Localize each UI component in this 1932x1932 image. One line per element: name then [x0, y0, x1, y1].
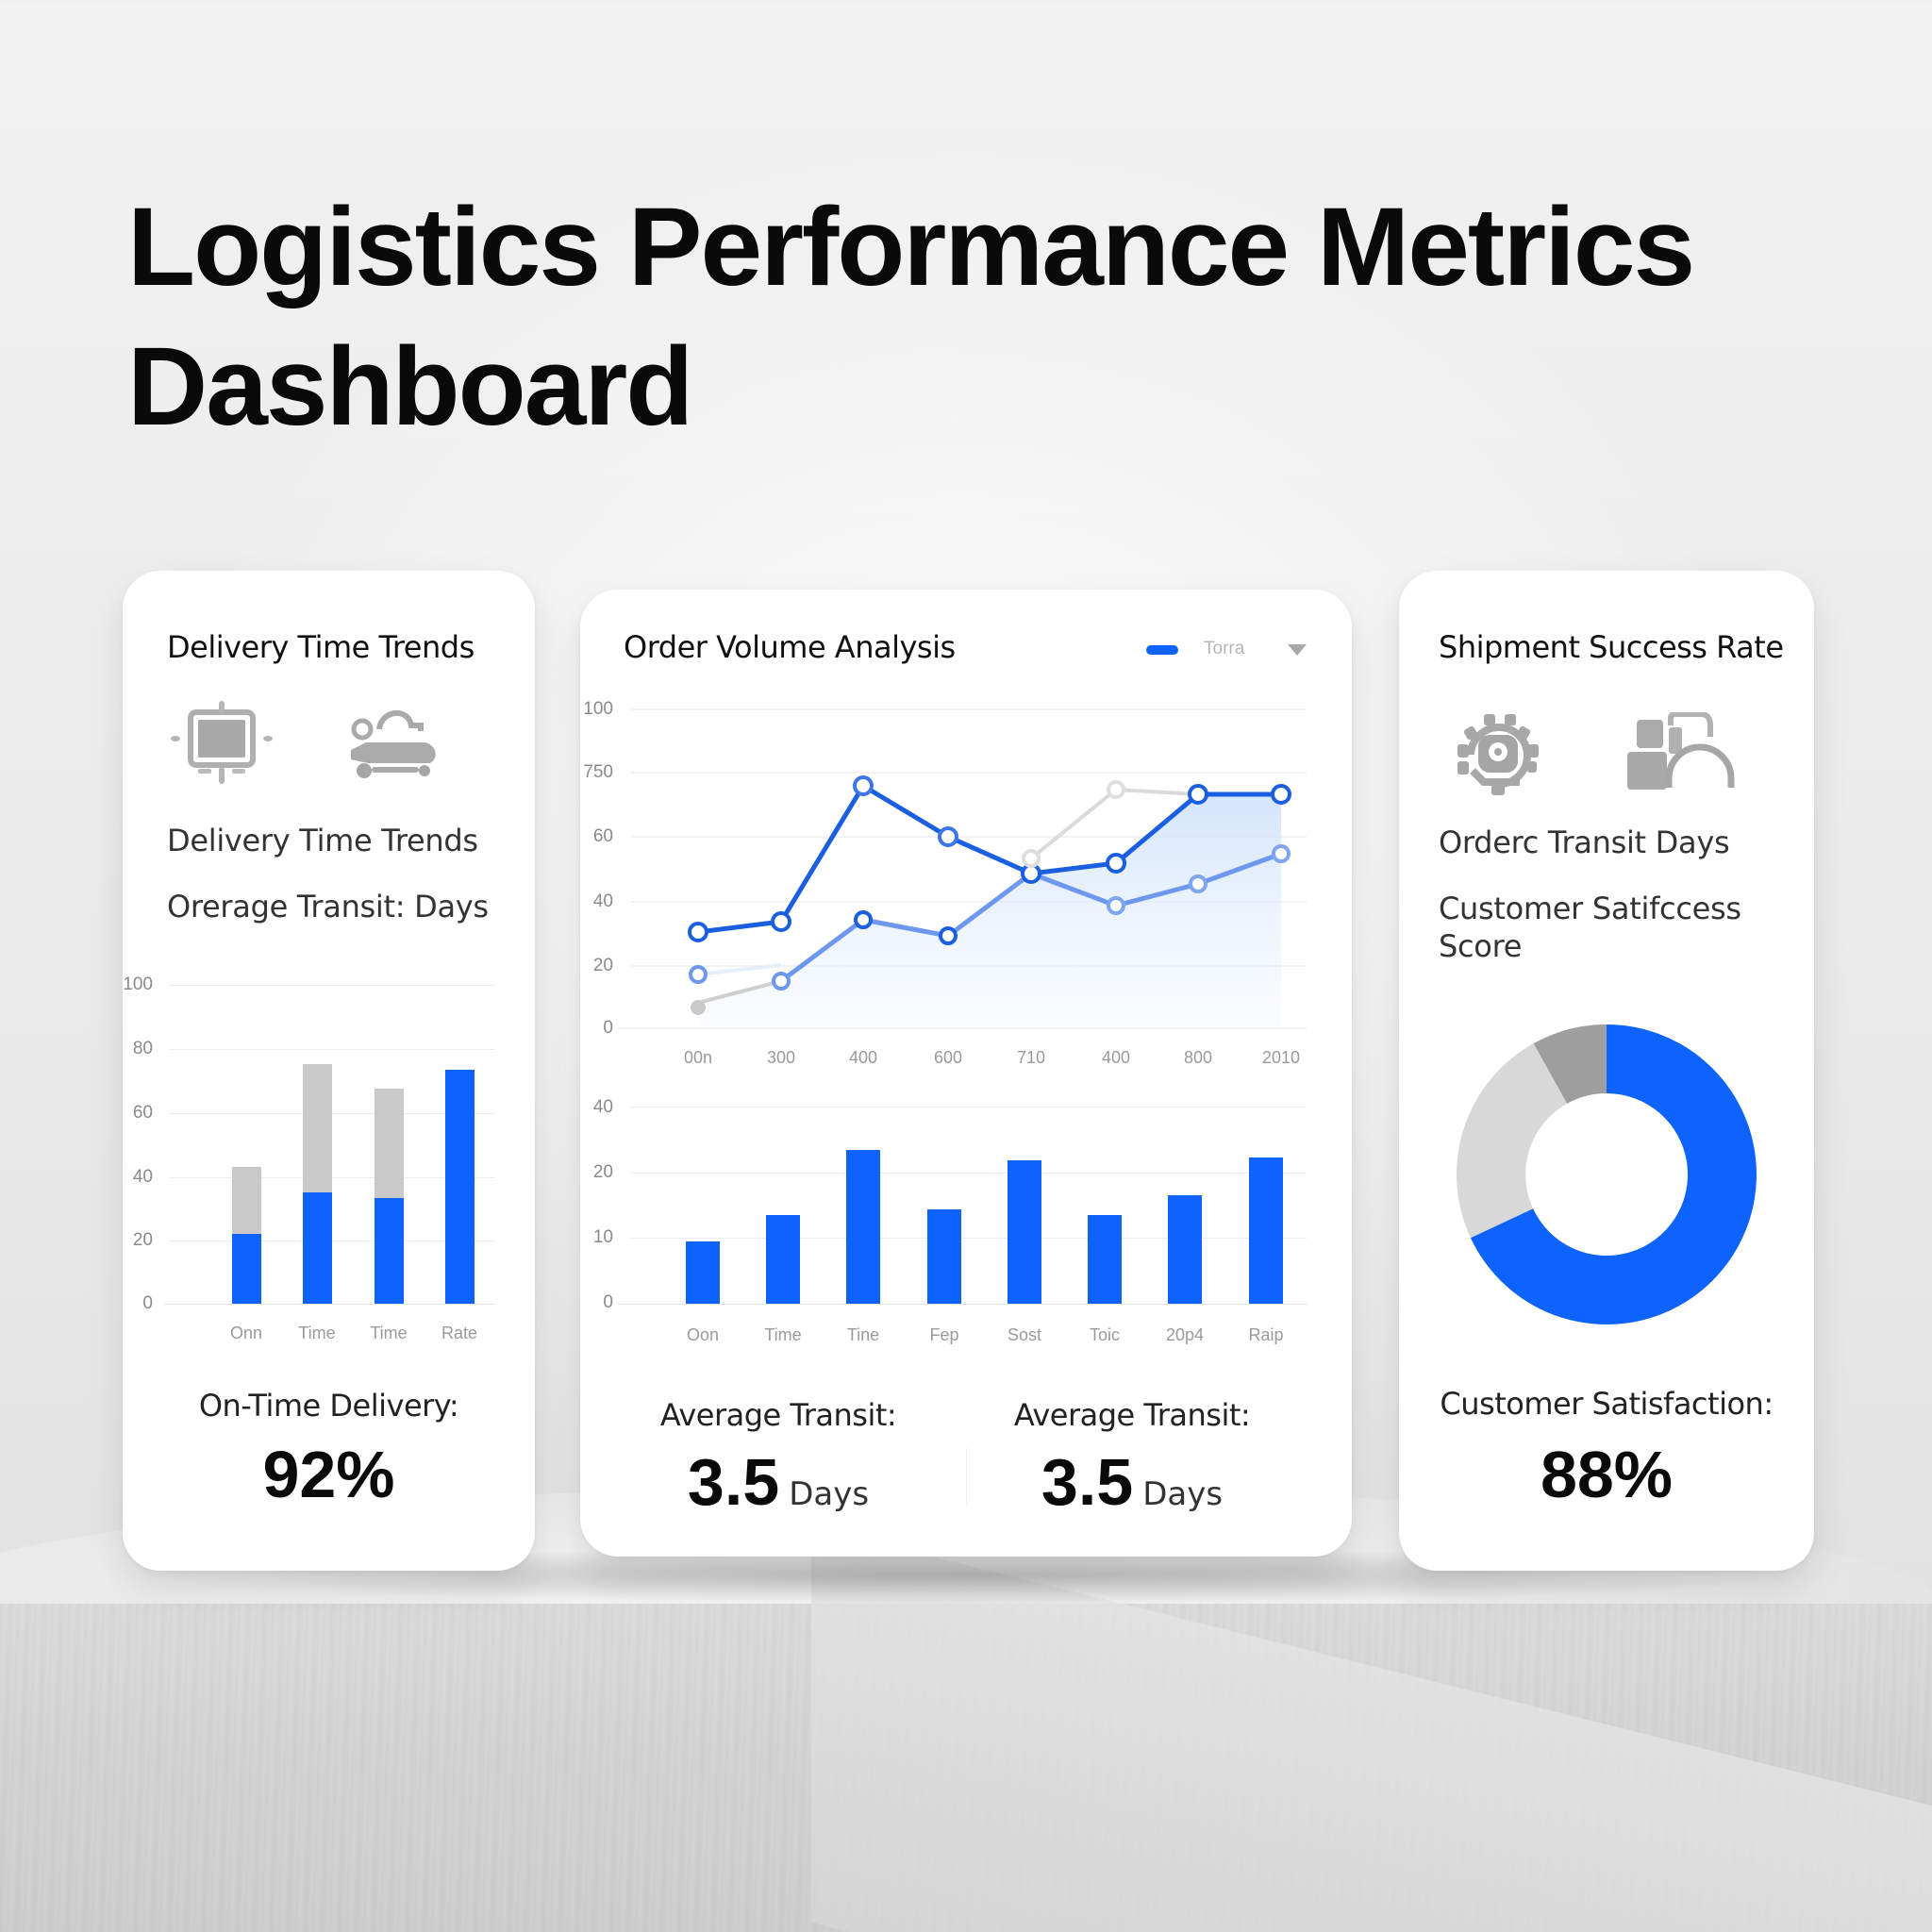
- bar-gray: [303, 1064, 332, 1192]
- success-donut-chart: [1456, 1024, 1757, 1324]
- x-tick: Rate: [441, 1324, 478, 1342]
- order-volume-card: Order Volume Analysis Torra 100 750 60 4…: [580, 590, 1352, 1557]
- card-subtitle-transit: Orerage Transit: Days: [167, 889, 489, 924]
- kpi-number: 3.5: [1041, 1445, 1134, 1519]
- kpi-label: Average Transit:: [659, 1397, 897, 1433]
- x-tick: 2010: [1261, 1048, 1301, 1067]
- y-tick: 0: [603, 1018, 613, 1038]
- chevron-down-icon[interactable]: [1288, 644, 1307, 656]
- x-tick: Time: [298, 1324, 336, 1342]
- y-tick: 10: [592, 1227, 613, 1247]
- kpi-unit: Days: [789, 1475, 870, 1513]
- x-tick: Fep: [929, 1325, 959, 1344]
- kpi-value: 3.5 Days: [627, 1444, 929, 1520]
- bar-blue: [445, 1070, 475, 1304]
- card-title: Order Volume Analysis: [624, 629, 956, 665]
- gridline: [631, 1238, 1307, 1239]
- x-tick: 710: [1016, 1048, 1046, 1067]
- gridline: [170, 1177, 495, 1178]
- y-tick: 60: [592, 826, 613, 846]
- bar: [846, 1150, 880, 1304]
- bar: [766, 1215, 800, 1304]
- x-tick: Raip: [1248, 1325, 1284, 1344]
- card-title: Delivery Time Trends: [167, 629, 475, 665]
- x-tick: Onn: [229, 1324, 263, 1342]
- x-axis: [165, 1304, 495, 1305]
- legend-swatch: [1146, 645, 1178, 655]
- bar-blue: [375, 1198, 404, 1304]
- gridline: [170, 1049, 495, 1050]
- y-tick: 20: [592, 956, 613, 975]
- x-tick: 00n: [683, 1048, 713, 1067]
- kpi-value: 92%: [262, 1438, 395, 1511]
- y-tick: 40: [592, 1097, 613, 1117]
- bar-blue: [232, 1234, 261, 1304]
- y-tick: 40: [132, 1167, 153, 1187]
- bar: [1088, 1215, 1122, 1304]
- kpi-number: 3.5: [687, 1445, 780, 1519]
- bar: [1168, 1195, 1202, 1304]
- y-tick: 60: [132, 1103, 153, 1123]
- gridline: [631, 1173, 1307, 1174]
- page-title: Logistics Performance Metrics Dashboard: [127, 177, 1695, 457]
- y-tick: 0: [142, 1293, 153, 1313]
- page-title-line-1: Logistics Performance Metrics: [127, 185, 1695, 309]
- y-tick: 80: [132, 1039, 153, 1058]
- y-tick: 100: [583, 699, 613, 719]
- monitor-target-icon: [171, 701, 273, 784]
- bar: [1249, 1158, 1283, 1304]
- kpi-value: 3.5 Days: [981, 1444, 1283, 1520]
- kpi-value: 88%: [1540, 1438, 1674, 1511]
- bar: [686, 1241, 720, 1304]
- card-subtitle: Orderc Transit Days: [1439, 824, 1730, 860]
- delivery-time-card: Delivery Time Trends Delivery Time Trend…: [123, 571, 535, 1571]
- y-tick: 20: [592, 1162, 613, 1182]
- kpi-label: On-Time Delivery:: [198, 1388, 459, 1424]
- card-title: Shipment Success Rate: [1439, 629, 1784, 665]
- card-subtitle-score: Customer Satifccess Score: [1439, 891, 1741, 964]
- card-subtitle: Delivery Time Trends: [167, 823, 478, 858]
- gear-icon: [1457, 714, 1539, 795]
- legend-label: Torra: [1204, 639, 1245, 658]
- shipment-success-card: Shipment Success Rate Orderc Transit Day…: [1399, 571, 1814, 1571]
- x-tick: Time: [370, 1324, 408, 1342]
- x-tick: 400: [848, 1048, 878, 1067]
- x-tick: 400: [1101, 1048, 1131, 1067]
- kpi-unit: Days: [1142, 1475, 1224, 1513]
- x-tick: 800: [1183, 1048, 1213, 1067]
- x-tick: Tine: [846, 1325, 880, 1344]
- truck-cloud-icon: [351, 709, 436, 778]
- page-title-line-2: Dashboard: [127, 325, 693, 449]
- x-tick: 20p4: [1165, 1325, 1205, 1344]
- x-tick: 600: [933, 1048, 963, 1067]
- y-tick: 750: [583, 762, 613, 782]
- y-tick: 100: [123, 974, 153, 994]
- y-tick: 20: [132, 1230, 153, 1250]
- gridline: [631, 1107, 1307, 1108]
- y-tick: 0: [603, 1292, 613, 1312]
- gridline: [170, 1113, 495, 1114]
- y-tick: 40: [592, 891, 613, 911]
- x-tick: 300: [766, 1048, 796, 1067]
- x-tick: Sost: [1007, 1325, 1042, 1344]
- x-axis: [618, 1304, 1307, 1305]
- x-tick: Oon: [686, 1325, 720, 1344]
- x-tick: Time: [764, 1325, 802, 1344]
- gridline: [170, 985, 495, 986]
- kpi-label: Customer Satisfaction:: [1440, 1386, 1774, 1422]
- bar: [927, 1209, 961, 1304]
- line-chart-plot: [618, 708, 1307, 1029]
- bar-blue: [303, 1192, 332, 1304]
- x-tick: Toic: [1089, 1325, 1120, 1344]
- bar-gray: [232, 1167, 261, 1234]
- kpi-divider: [966, 1448, 967, 1505]
- bar: [1008, 1160, 1041, 1304]
- kpi-label: Average Transit:: [1013, 1397, 1251, 1433]
- boxes-user-icon: [1627, 712, 1735, 790]
- bar-gray: [375, 1089, 404, 1198]
